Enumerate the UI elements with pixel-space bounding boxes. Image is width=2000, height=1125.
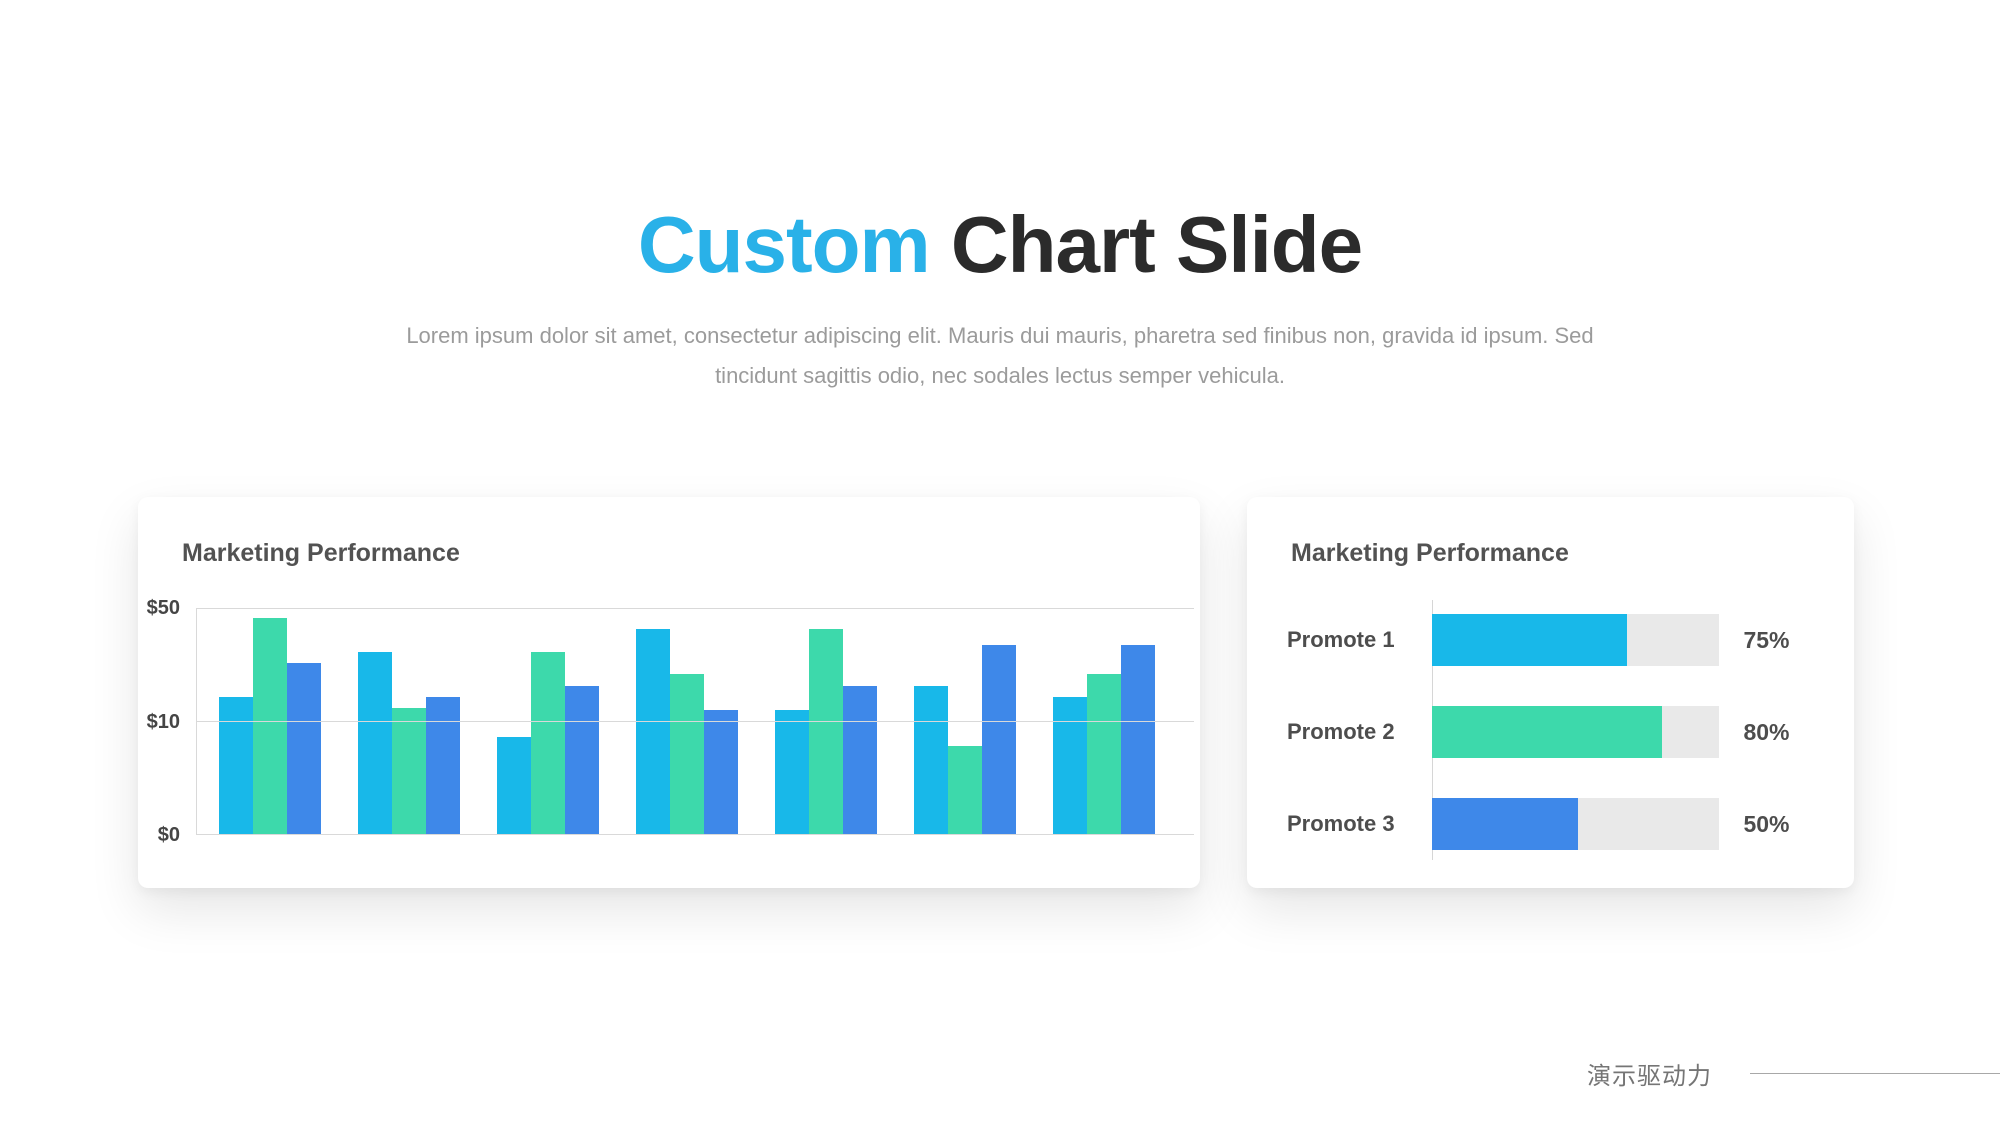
progress-row: Promote 1 75% xyxy=(1287,614,1814,666)
bar-group xyxy=(1053,609,1155,834)
progress-row: Promote 3 50% xyxy=(1287,798,1814,850)
bar-cyan xyxy=(1053,696,1087,834)
progress-value: 50% xyxy=(1743,810,1790,837)
bar-blue xyxy=(287,663,321,834)
grouped-bar-chart: $0 $10 $50 xyxy=(138,598,1194,845)
progress-card-title: Marketing Performance xyxy=(1291,539,1569,567)
progress-value: 80% xyxy=(1743,718,1790,745)
gridline xyxy=(197,720,1194,722)
bar-group xyxy=(497,609,599,834)
grouped-bar-card-title: Marketing Performance xyxy=(182,539,460,567)
progress-track xyxy=(1432,614,1719,666)
progress-track xyxy=(1432,706,1719,758)
slide-subtitle: Lorem ipsum dolor sit amet, consectetur … xyxy=(406,323,1594,388)
y-axis: $0 $10 $50 xyxy=(138,598,196,845)
bar-blue xyxy=(426,696,460,834)
grouped-bar-plot xyxy=(196,608,1194,835)
bar-blue xyxy=(982,645,1016,834)
progress-fill xyxy=(1432,614,1628,666)
progress-label: Promote 3 xyxy=(1287,811,1395,836)
slide-title: Custom Chart Slide xyxy=(0,205,2000,285)
bar-blue xyxy=(843,685,877,834)
bar-cyan xyxy=(497,737,531,834)
bar-group xyxy=(219,609,321,834)
bar-green xyxy=(531,651,565,834)
progress-track xyxy=(1432,798,1719,850)
bar-blue xyxy=(1121,645,1155,834)
bar-cyan xyxy=(775,710,809,834)
bar-group xyxy=(914,609,1016,834)
bar-green xyxy=(1087,674,1121,834)
bar-green xyxy=(392,708,426,834)
progress-label: Promote 2 xyxy=(1287,719,1395,744)
bar-green xyxy=(253,618,287,834)
bar-cyan xyxy=(636,629,670,834)
bar-cyan xyxy=(358,651,392,834)
footer: 演示驱动力 xyxy=(1587,1056,2000,1091)
bar-green xyxy=(948,746,982,834)
grouped-bar-card: Marketing Performance $0 $10 $50 xyxy=(138,497,1200,888)
bar-group xyxy=(636,609,738,834)
y-tick-label: $50 xyxy=(146,597,180,619)
bar-blue xyxy=(704,710,738,834)
y-tick-label: $10 xyxy=(146,710,180,733)
y-tick-label: $0 xyxy=(157,824,180,846)
progress-fill xyxy=(1432,706,1662,758)
progress-rows: Promote 1 75% Promote 2 80% Promote 3 50% xyxy=(1287,600,1814,860)
bar-groups xyxy=(197,609,1194,834)
footer-divider-line xyxy=(1750,1073,2000,1074)
progress-label: Promote 1 xyxy=(1287,627,1395,652)
bar-cyan xyxy=(914,685,948,834)
bar-green xyxy=(670,674,704,834)
progress-row: Promote 2 80% xyxy=(1287,706,1814,758)
slide-title-accent: Custom xyxy=(637,200,931,289)
progress-value: 75% xyxy=(1743,626,1790,653)
bar-group xyxy=(775,609,877,834)
progress-card: Marketing Performance Promote 1 75% Promot… xyxy=(1247,497,1854,888)
bar-green xyxy=(809,629,843,834)
bar-blue xyxy=(565,685,599,834)
progress-fill xyxy=(1432,798,1579,850)
slide-title-rest: Chart Slide xyxy=(929,200,1363,289)
bar-group xyxy=(358,609,460,834)
footer-brand-text: 演示驱动力 xyxy=(1587,1063,1712,1090)
bar-cyan xyxy=(219,696,253,834)
